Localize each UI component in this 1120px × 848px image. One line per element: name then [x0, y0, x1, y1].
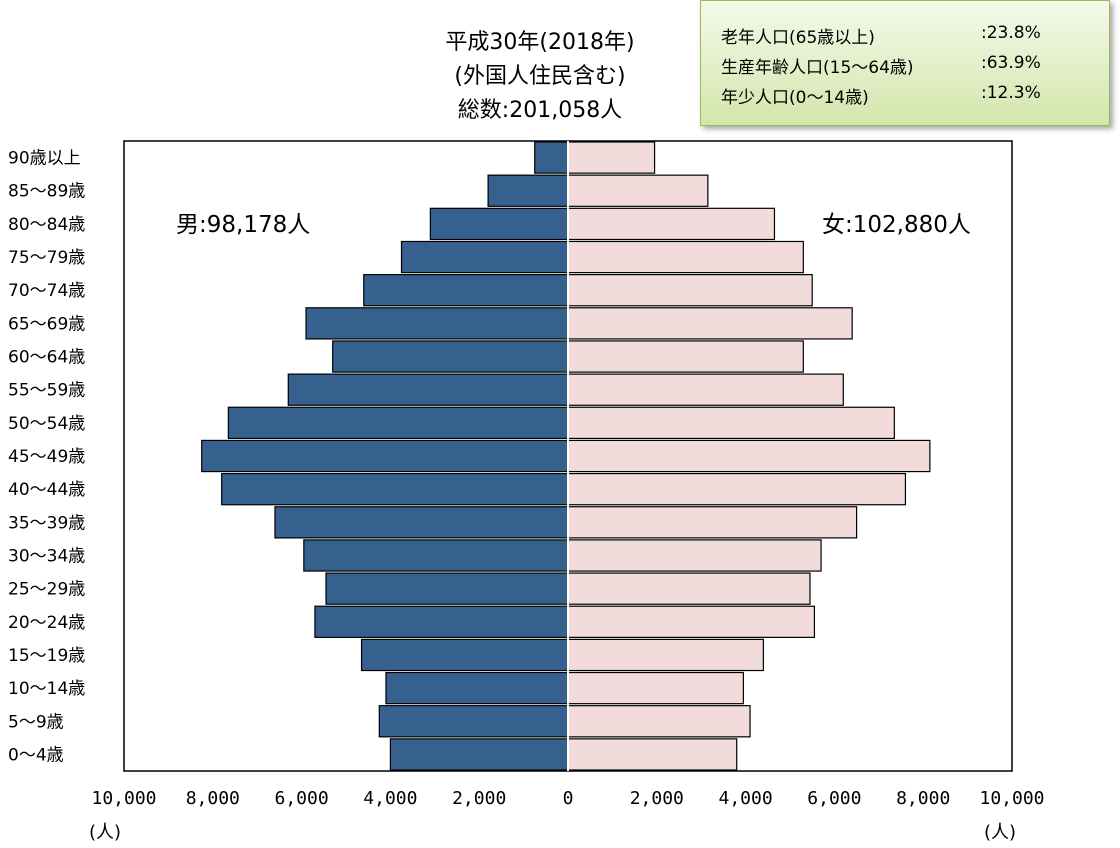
x-tick-label-2: 6,000 — [275, 788, 329, 809]
male-bar-17 — [487, 174, 569, 207]
female-total-label: 女:102,880人 — [822, 212, 971, 238]
elderly-value: :23.8% — [981, 23, 1041, 43]
male-bar-8 — [221, 472, 569, 506]
female-bar-18 — [567, 141, 656, 174]
age-label-17: 85〜89歳 — [8, 182, 85, 202]
age-label-6: 30〜34歳 — [8, 546, 85, 566]
chart-title-line2: (外国人住民含む) — [454, 64, 626, 89]
female-bar-5 — [567, 572, 811, 605]
female-bar-9 — [567, 439, 931, 473]
male-bar-5 — [325, 572, 569, 605]
male-bar-14 — [363, 274, 569, 307]
working-age-label: 生産年齢人口(15〜64歳) — [721, 58, 914, 78]
age-label-0: 0〜4歳 — [8, 745, 64, 765]
male-bar-1 — [378, 705, 569, 738]
female-bar-16 — [567, 207, 776, 241]
female-bar-7 — [567, 506, 858, 539]
male-bar-7 — [274, 506, 569, 539]
male-bar-2 — [385, 671, 569, 705]
male-bar-11 — [287, 373, 569, 406]
x-tick-label-7: 4,000 — [719, 788, 773, 809]
age-label-5: 25〜29歳 — [8, 580, 85, 600]
male-bar-6 — [303, 539, 569, 572]
age-label-12: 60〜64歳 — [8, 348, 85, 368]
age-label-3: 15〜19歳 — [8, 646, 85, 666]
female-bar-1 — [567, 705, 751, 738]
male-bar-18 — [534, 141, 569, 174]
age-label-8: 40〜44歳 — [8, 480, 85, 500]
female-bar-17 — [567, 174, 709, 207]
male-bar-3 — [360, 638, 569, 672]
youth-value: :12.3% — [981, 83, 1041, 103]
female-bar-14 — [567, 274, 813, 307]
x-tick-label-8: 6,000 — [807, 788, 861, 809]
age-composition-box: 老年人口(65歳以上) :23.8% 生産年齢人口(15〜64歳) :63.9%… — [700, 0, 1110, 126]
male-total-label: 男:98,178人 — [176, 212, 311, 238]
x-tick-label-5: 0 — [563, 788, 574, 809]
female-bar-15 — [567, 240, 804, 274]
age-label-13: 65〜69歳 — [8, 314, 85, 334]
elderly-label: 老年人口(65歳以上) — [721, 28, 875, 48]
age-label-2: 10〜14歳 — [8, 679, 85, 699]
age-label-7: 35〜39歳 — [8, 513, 85, 533]
male-bar-12 — [332, 340, 569, 373]
age-label-4: 20〜24歳 — [8, 613, 85, 633]
female-bar-11 — [567, 373, 844, 406]
male-bar-0 — [389, 738, 569, 771]
x-tick-label-4: 2,000 — [452, 788, 506, 809]
x-unit-left: (人) — [89, 822, 121, 843]
age-label-1: 5〜9歳 — [8, 712, 64, 732]
working-age-value: :63.9% — [981, 53, 1041, 73]
age-label-10: 50〜54歳 — [8, 414, 85, 434]
female-bar-0 — [567, 738, 738, 771]
x-tick-label-6: 2,000 — [630, 788, 684, 809]
x-tick-label-1: 8,000 — [186, 788, 240, 809]
male-bar-13 — [305, 307, 569, 340]
chart-title-line1: 平成30年(2018年) — [445, 30, 635, 55]
x-tick-label-10: 10,000 — [979, 788, 1044, 809]
x-tick-label-3: 4,000 — [363, 788, 417, 809]
female-bar-13 — [567, 307, 853, 340]
female-bar-10 — [567, 406, 895, 440]
x-tick-label-9: 8,000 — [896, 788, 950, 809]
male-bar-10 — [227, 406, 569, 440]
x-tick-label-0: 10,000 — [91, 788, 156, 809]
female-bar-8 — [567, 472, 907, 506]
female-bar-4 — [567, 605, 816, 638]
chart-title-line3: 総数:201,058人 — [457, 98, 623, 123]
female-bar-3 — [567, 638, 764, 672]
age-label-11: 55〜59歳 — [8, 381, 85, 401]
x-unit-right: (人) — [984, 822, 1016, 843]
male-bar-15 — [400, 240, 569, 274]
age-label-15: 75〜79歳 — [8, 248, 85, 268]
male-bar-4 — [314, 605, 569, 638]
youth-label: 年少人口(0〜14歳) — [721, 88, 869, 108]
age-label-9: 45〜49歳 — [8, 447, 85, 467]
male-bar-9 — [201, 439, 569, 473]
female-bar-6 — [567, 539, 822, 572]
male-bar-16 — [429, 207, 569, 241]
age-label-14: 70〜74歳 — [8, 281, 85, 301]
female-bar-2 — [567, 671, 744, 705]
female-bar-12 — [567, 340, 804, 373]
age-label-18: 90歳以上 — [8, 149, 81, 169]
age-label-16: 80〜84歳 — [8, 215, 85, 235]
